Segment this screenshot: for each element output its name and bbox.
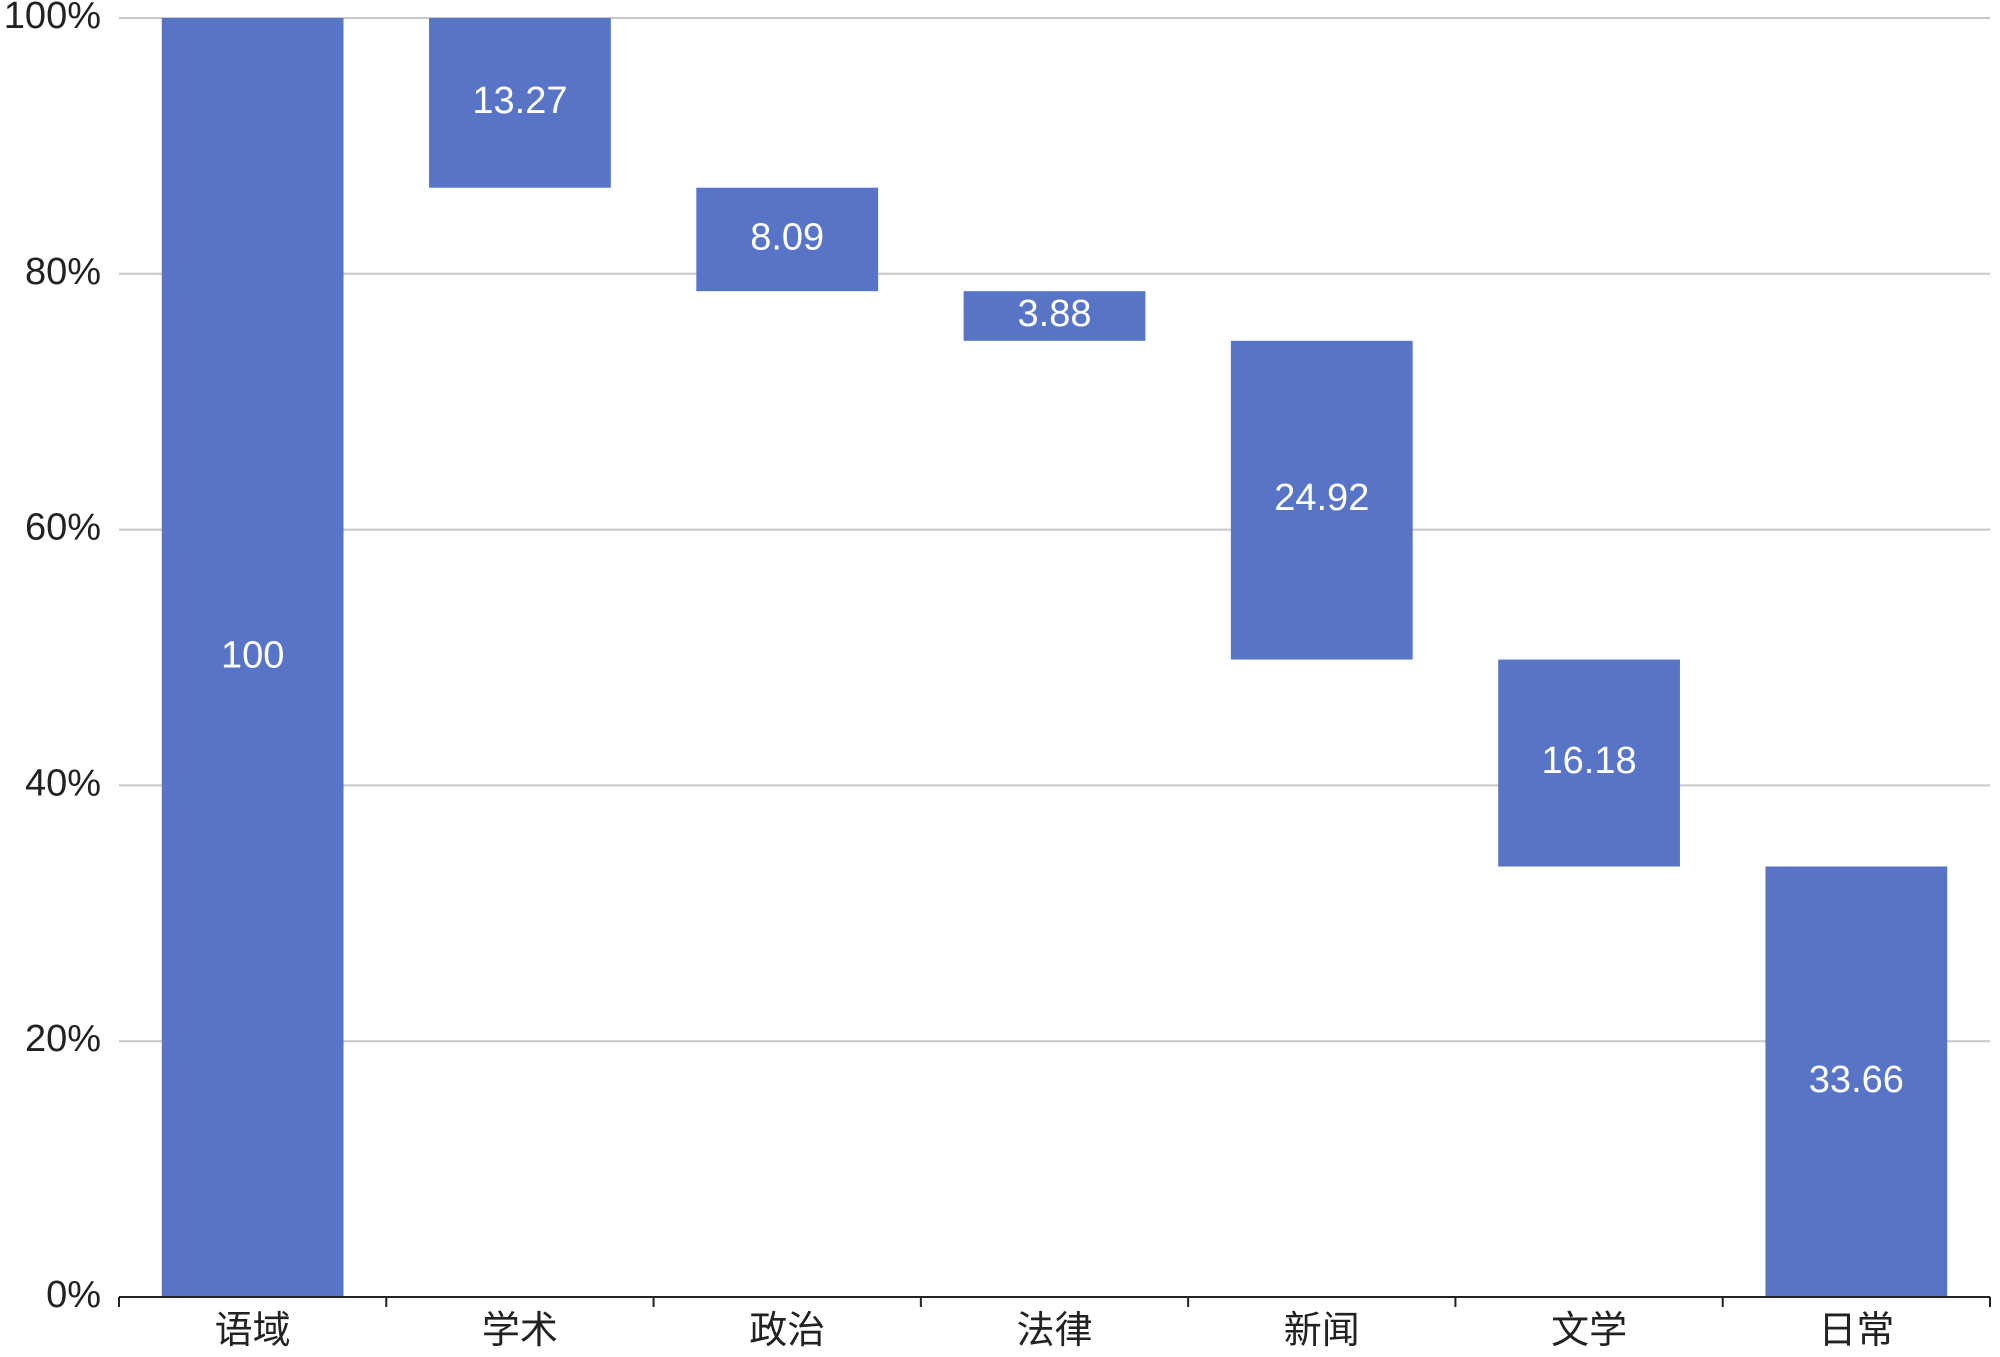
bar [696,187,879,292]
x-tick-label: 日常 [1818,1310,1894,1352]
bar [161,18,344,1297]
value-label: 13.27 [472,80,567,122]
bar [429,18,611,188]
y-tick-label: 100% [4,0,101,37]
x-tick-label: 政治 [749,1310,825,1352]
x-tick-label: 学术 [482,1310,558,1352]
value-label: 24.92 [1274,477,1369,519]
x-tick-label: 法律 [1016,1310,1092,1352]
y-tick-label: 60% [25,507,101,549]
y-tick-label: 20% [25,1018,101,1060]
bar [1498,659,1680,867]
y-tick-label: 0% [46,1274,101,1316]
value-label: 8.09 [750,216,824,258]
value-label: 16.18 [1542,740,1637,782]
y-tick-label: 40% [25,762,101,804]
bar [1230,340,1413,660]
x-tick-label: 语域 [215,1310,291,1352]
value-label: 33.66 [1809,1059,1904,1101]
value-label: 3.88 [1018,293,1092,335]
bar [963,291,1146,341]
value-label: 100 [221,635,284,677]
x-tick-label: 文学 [1551,1310,1627,1352]
bar [1765,866,1948,1297]
x-tick-label: 新闻 [1284,1310,1360,1352]
y-tick-label: 80% [25,251,101,293]
